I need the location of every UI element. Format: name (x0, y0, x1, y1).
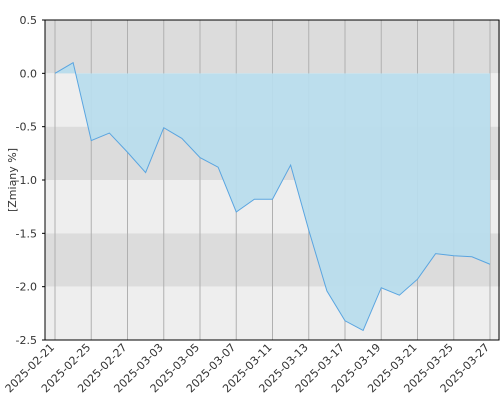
plot-frame (44, 19, 500, 341)
line (54, 61, 491, 332)
y-tick-label: -0.5 (16, 121, 37, 134)
y-tick-label: -1.0 (16, 174, 37, 187)
plot (54, 61, 491, 332)
area (55, 62, 490, 331)
y-tick-label: -1.5 (16, 227, 37, 240)
y-tick-label: 0.5 (20, 14, 38, 27)
y-tick-label: -2.0 (16, 281, 37, 294)
y-tick-label: -2.5 (16, 334, 37, 347)
y-axis-label: [Zmiany %] (6, 148, 19, 212)
y-tick-label: 0.0 (20, 67, 38, 80)
